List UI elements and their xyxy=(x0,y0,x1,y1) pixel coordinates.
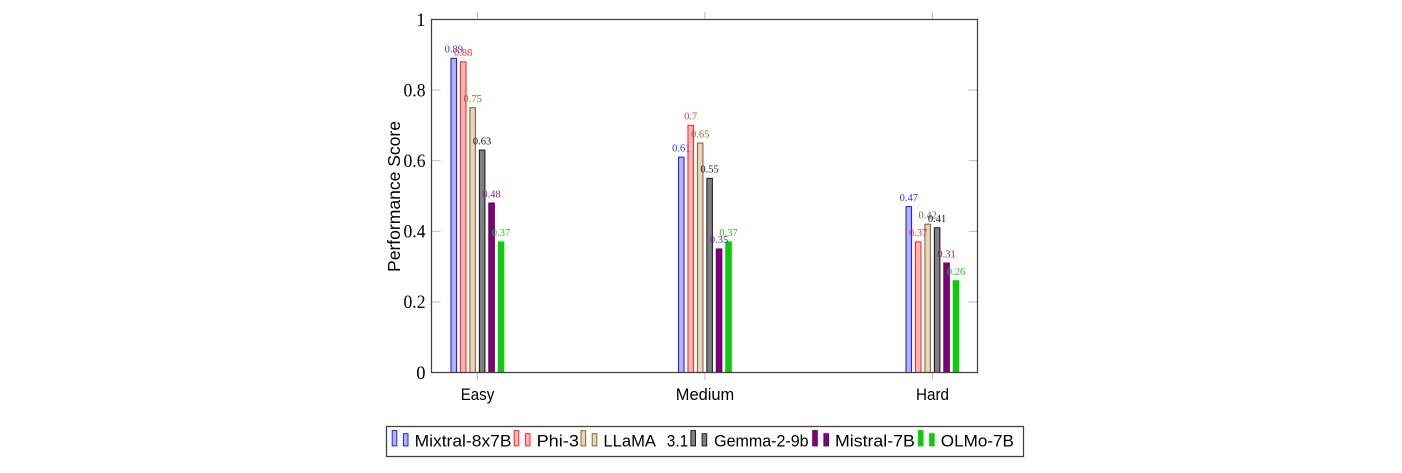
svg-text:3.1: 3.1 xyxy=(667,431,688,450)
svg-text:0.4: 0.4 xyxy=(404,223,426,243)
svg-text:0.55: 0.55 xyxy=(700,165,718,176)
svg-text:0.48: 0.48 xyxy=(482,189,500,200)
svg-text:Gemma-2-9b: Gemma-2-9b xyxy=(714,431,809,450)
svg-text:Hard: Hard xyxy=(916,385,949,404)
svg-text:1: 1 xyxy=(416,11,425,31)
svg-text:Performance Score: Performance Score xyxy=(384,121,404,272)
svg-text:Phi-3: Phi-3 xyxy=(537,431,579,450)
svg-text:Easy: Easy xyxy=(461,385,495,404)
svg-text:0.41: 0.41 xyxy=(928,214,946,225)
svg-text:Mixtral-8x7B: Mixtral-8x7B xyxy=(415,431,512,450)
svg-text:0.31: 0.31 xyxy=(937,249,955,260)
svg-text:0.35: 0.35 xyxy=(710,235,728,246)
svg-text:0.65: 0.65 xyxy=(691,129,709,140)
svg-text:0.37: 0.37 xyxy=(719,228,737,239)
svg-text:0.47: 0.47 xyxy=(900,193,918,204)
svg-text:0.8: 0.8 xyxy=(404,81,426,101)
svg-text:OLMo-7B: OLMo-7B xyxy=(941,431,1014,450)
svg-text:LLaMA: LLaMA xyxy=(603,431,656,450)
svg-text:0: 0 xyxy=(416,364,425,384)
svg-text:Medium: Medium xyxy=(676,385,735,404)
svg-text:0.63: 0.63 xyxy=(473,136,491,147)
svg-text:0.42: 0.42 xyxy=(918,210,936,221)
svg-text:0.75: 0.75 xyxy=(463,94,481,105)
svg-text:0.6: 0.6 xyxy=(404,152,426,172)
svg-text:0.7: 0.7 xyxy=(684,112,697,123)
svg-text:0.2: 0.2 xyxy=(404,293,426,313)
svg-text:0.61: 0.61 xyxy=(672,143,690,154)
svg-text:0.37: 0.37 xyxy=(909,228,927,239)
svg-text:0.89: 0.89 xyxy=(445,45,463,56)
svg-text:0.37: 0.37 xyxy=(492,228,510,239)
svg-text:0.26: 0.26 xyxy=(947,267,965,278)
svg-text:Mistral-7B: Mistral-7B xyxy=(835,431,915,450)
svg-text:0.88: 0.88 xyxy=(454,48,472,59)
